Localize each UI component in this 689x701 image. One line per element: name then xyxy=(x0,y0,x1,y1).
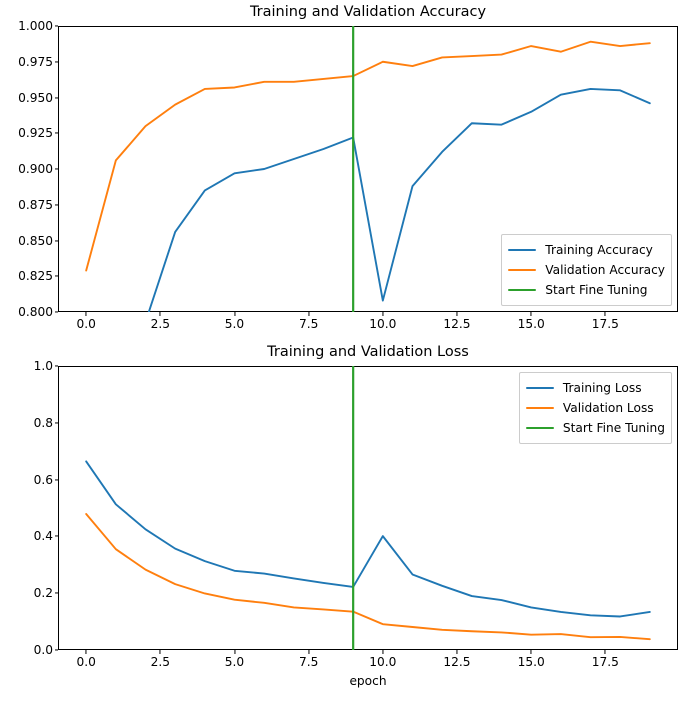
x-tick-mark xyxy=(382,650,384,654)
x-tick-mark xyxy=(456,312,458,316)
legend-item[interactable]: Validation Loss xyxy=(525,398,665,418)
legend-color-swatch xyxy=(525,426,554,430)
y-tick-label: 0.6 xyxy=(33,472,53,487)
y-tick-label: 0.825 xyxy=(18,269,53,284)
x-tick-mark xyxy=(85,312,87,316)
series-line xyxy=(85,460,651,618)
legend-item-label: Validation Loss xyxy=(562,400,654,415)
y-tick-label: 0.950 xyxy=(18,90,53,105)
x-tick-mark xyxy=(308,650,310,654)
accuracy-chart: Training and Validation Accuracy 0.800 0.… xyxy=(18,4,678,331)
x-tick-label: 2.5 xyxy=(150,317,171,331)
legend-item[interactable]: Training Loss xyxy=(525,378,665,398)
x-tick-label: 17.5 xyxy=(591,655,619,669)
legend-item-label: Start Fine Tuning xyxy=(545,282,648,297)
y-tick-mark xyxy=(54,275,58,277)
x-tick-label: 2.5 xyxy=(150,655,171,669)
accuracy-plot-lines xyxy=(58,26,678,312)
y-tick-label: 1.0 xyxy=(33,359,53,373)
legend-item[interactable]: Start Fine Tuning xyxy=(525,418,665,438)
legend-item-label: Start Fine Tuning xyxy=(562,420,665,435)
y-tick-mark xyxy=(54,592,58,594)
x-tick-label: 7.5 xyxy=(298,317,319,331)
y-tick-mark xyxy=(54,204,58,206)
y-tick-label: 0.2 xyxy=(33,586,53,601)
legend-color-swatch xyxy=(508,248,537,252)
series-line xyxy=(85,513,651,641)
y-tick-label: 0.4 xyxy=(33,529,53,544)
y-tick-mark xyxy=(54,239,58,242)
loss-plot-lines xyxy=(58,366,678,650)
y-tick-mark xyxy=(54,311,58,313)
y-tick-label: 0.800 xyxy=(18,305,53,319)
y-tick-label: 0.8 xyxy=(33,415,53,430)
y-tick-label: 0.925 xyxy=(18,126,53,141)
legend-item[interactable]: Start Fine Tuning xyxy=(508,280,665,300)
x-tick-label: 7.5 xyxy=(298,655,319,669)
y-tick-mark xyxy=(54,365,58,367)
y-tick-mark xyxy=(54,61,58,63)
x-tick-mark xyxy=(233,650,236,654)
x-tick-label: 5.0 xyxy=(224,317,245,331)
x-tick-label: 12.5 xyxy=(443,317,471,331)
x-tick-label: 15.0 xyxy=(517,655,545,669)
accuracy-legend[interactable]: Training Accuracy Validation Accuracy Star… xyxy=(501,234,672,306)
x-tick-mark xyxy=(159,312,161,316)
legend-color-swatch xyxy=(525,406,554,410)
y-tick-mark xyxy=(54,649,58,651)
x-tick-label: 17.5 xyxy=(591,317,619,331)
x-tick-label: 10.0 xyxy=(369,317,397,331)
y-tick-mark xyxy=(54,96,58,99)
legend-item-label: Validation Accuracy xyxy=(545,262,665,277)
legend-item-label: Training Loss xyxy=(562,380,642,395)
legend-color-swatch xyxy=(508,288,537,292)
y-tick-mark xyxy=(54,422,58,424)
y-tick-mark xyxy=(54,479,58,481)
y-tick-label: 0.900 xyxy=(18,162,53,176)
y-tick-label: 0.0 xyxy=(33,643,53,657)
x-tick-mark xyxy=(456,650,458,654)
x-tick-mark xyxy=(308,312,310,316)
x-tick-mark xyxy=(382,312,384,316)
y-tick-mark xyxy=(54,535,58,537)
y-tick-label: 0.975 xyxy=(18,54,53,69)
loss-x-axis-label: epoch xyxy=(349,674,387,688)
y-tick-mark xyxy=(54,132,58,134)
x-tick-label: 0.0 xyxy=(76,655,96,669)
loss-legend[interactable]: Training Loss Validation Loss Start Fine T… xyxy=(518,372,672,444)
loss-chart: Training and Validation Loss 0.0 0.2 0.4 0.… xyxy=(34,344,678,688)
y-tick-label: 0.850 xyxy=(18,233,53,248)
x-tick-mark xyxy=(530,312,532,316)
x-tick-label: 10.0 xyxy=(369,655,397,669)
y-tick-label: 1.000 xyxy=(18,19,53,33)
series-line xyxy=(147,87,651,312)
x-tick-mark xyxy=(604,650,606,654)
y-tick-mark xyxy=(54,168,58,170)
legend-item-label: Training Accuracy xyxy=(545,242,653,257)
x-tick-mark xyxy=(233,312,236,316)
x-tick-label: 15.0 xyxy=(517,317,545,331)
legend-item[interactable]: Training Accuracy xyxy=(508,240,665,260)
x-tick-mark xyxy=(85,650,87,654)
y-tick-mark xyxy=(54,25,58,27)
legend-item[interactable]: Validation Accuracy xyxy=(508,260,665,280)
x-tick-label: 0.0 xyxy=(76,317,96,331)
loss-chart-title: Training and Validation Loss xyxy=(267,344,469,360)
series-line xyxy=(85,40,651,272)
x-tick-mark xyxy=(159,650,161,654)
x-tick-label: 5.0 xyxy=(224,655,245,669)
legend-color-swatch xyxy=(508,268,537,272)
x-tick-mark xyxy=(530,650,532,654)
accuracy-chart-title: Training and Validation Accuracy xyxy=(249,4,487,20)
x-tick-label: 12.5 xyxy=(443,655,471,669)
x-tick-mark xyxy=(604,312,606,316)
y-tick-label: 0.875 xyxy=(18,197,53,212)
legend-color-swatch xyxy=(525,386,554,390)
